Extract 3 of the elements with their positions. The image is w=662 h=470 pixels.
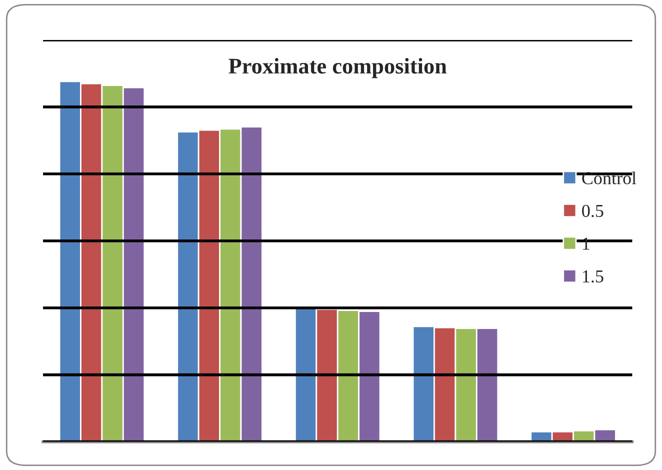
chart-title: Proximate composition [228,58,447,78]
legend-label: 0.5 [582,204,604,218]
legend-label: 1.5 [583,270,604,283]
